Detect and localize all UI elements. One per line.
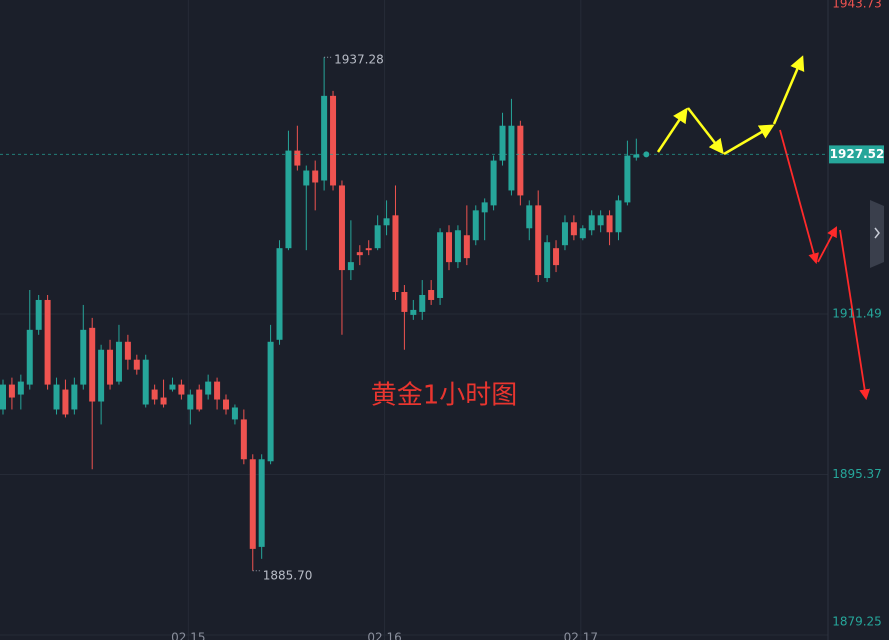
candle-body	[26, 329, 33, 385]
candle-body	[44, 299, 51, 385]
candle-body	[579, 228, 586, 239]
candle-body	[231, 407, 238, 420]
candle-body	[169, 384, 176, 390]
candle-body	[223, 399, 229, 410]
candle-body	[490, 160, 497, 206]
candle-body	[383, 218, 390, 226]
candle-body	[71, 384, 78, 410]
last-price-tag	[829, 145, 884, 164]
candle-body	[62, 389, 69, 415]
candle-body	[240, 419, 247, 460]
candle-body	[303, 170, 310, 186]
candle-body	[356, 252, 363, 256]
candle-body	[115, 341, 122, 382]
candle-body	[633, 154, 640, 158]
candle-body	[454, 230, 461, 263]
candle-body	[107, 349, 114, 385]
arrow	[723, 124, 775, 156]
candle-body	[338, 185, 345, 271]
candle-body	[517, 125, 524, 196]
candle-body	[588, 215, 595, 231]
candle-body	[606, 215, 613, 233]
y-tick-label: 1895.37	[832, 467, 882, 481]
candle-body	[330, 95, 337, 186]
x-tick-label: 02.16	[367, 631, 401, 640]
y-tick-label: 1911.49	[832, 307, 882, 321]
grid	[0, 0, 828, 640]
candle-body	[285, 150, 292, 249]
candle-body	[401, 291, 408, 312]
candle-body	[508, 125, 515, 191]
candle-body	[553, 248, 560, 266]
candle-body	[187, 394, 194, 410]
last-price-label: 1927.52	[830, 147, 885, 161]
candle-body	[196, 389, 203, 410]
candle-body	[0, 384, 6, 410]
candle-body	[410, 309, 417, 315]
candle-body	[249, 459, 256, 549]
candle-body	[561, 222, 568, 246]
candle-body	[294, 150, 301, 166]
candles	[0, 57, 640, 571]
candle-body	[53, 384, 60, 410]
candle-body	[312, 170, 319, 183]
last-price-dot	[642, 150, 651, 159]
candle-body	[17, 381, 24, 395]
forecast-arrows	[656, 55, 871, 401]
candle-body	[178, 384, 185, 395]
candle-body	[374, 225, 381, 249]
arrow	[772, 55, 805, 125]
annotation: 1937.28	[334, 53, 384, 67]
arrow	[839, 229, 871, 401]
candle-body	[535, 205, 542, 276]
candle-body	[205, 381, 212, 395]
candle-body	[499, 125, 506, 161]
chart-title: 黄金1小时图	[371, 381, 518, 411]
arrow	[687, 107, 724, 155]
candle-body	[419, 294, 426, 312]
candle-body	[437, 232, 444, 298]
candle-body	[142, 359, 149, 405]
candle-body	[570, 222, 577, 236]
candle-body	[615, 200, 622, 233]
candle-body	[463, 235, 470, 259]
x-tick-label: 02.15	[171, 631, 205, 640]
candle-body	[80, 329, 87, 385]
candle-body	[214, 381, 221, 400]
candle-body	[446, 232, 452, 263]
candle-body	[151, 389, 158, 400]
annotation: 1885.70	[263, 568, 313, 582]
candle-body	[276, 248, 283, 340]
candle-body	[624, 155, 631, 203]
candle-body	[472, 210, 479, 241]
x-tick-label: 02.17	[564, 631, 598, 640]
candle-body	[597, 215, 604, 226]
candle-body	[544, 242, 551, 279]
candle-body	[124, 341, 131, 360]
candle-body	[35, 299, 42, 330]
candle-body	[8, 384, 15, 398]
scroll-button[interactable]	[870, 200, 884, 268]
candle-body	[98, 349, 105, 402]
candle-body	[89, 327, 96, 402]
y-tick-label: 1943.73	[832, 0, 882, 11]
arrow	[656, 107, 688, 153]
candle-body	[267, 341, 274, 462]
candle-body	[160, 397, 167, 405]
candle-body	[526, 205, 533, 229]
candle-body	[321, 95, 328, 181]
candle-body	[365, 248, 372, 251]
candle-body	[481, 202, 488, 213]
candle-body	[392, 215, 399, 292]
candle-body	[133, 359, 140, 370]
candle-body	[428, 290, 435, 300]
scroll-icon	[874, 227, 880, 239]
y-tick-label: 1879.25	[832, 615, 882, 629]
candle-body	[347, 262, 354, 271]
arrow	[779, 129, 819, 265]
arrow	[817, 226, 838, 263]
candle-body	[258, 459, 265, 547]
